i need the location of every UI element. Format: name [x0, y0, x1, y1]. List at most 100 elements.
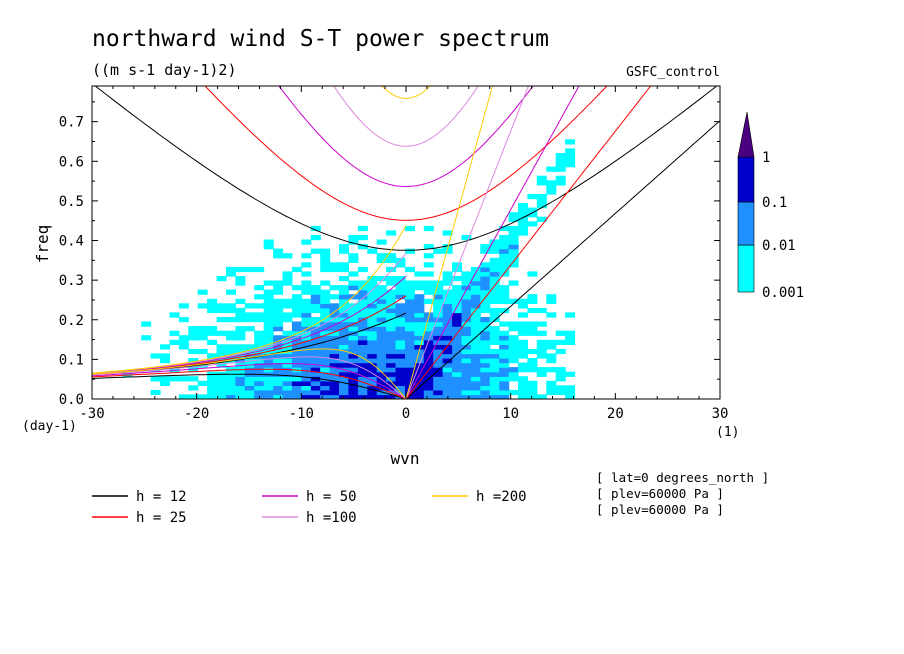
heatmap-cell [452, 298, 463, 304]
heatmap-cell [386, 371, 397, 377]
heatmap-cell [423, 385, 434, 391]
heatmap-cell [160, 344, 170, 350]
heatmap-cell [470, 298, 481, 304]
heatmap-cell [508, 239, 519, 245]
heatmap-cell [339, 371, 349, 377]
heatmap-cell [357, 303, 368, 309]
heatmap-cell [555, 389, 566, 396]
heatmap-cell [499, 298, 510, 304]
heatmap-cell [235, 348, 246, 355]
heatmap-cell [282, 271, 293, 277]
heatmap-cell [329, 389, 340, 396]
heatmap-cell [527, 348, 538, 355]
heatmap-cell [207, 298, 218, 304]
heatmap-cell [405, 394, 415, 399]
heatmap-cell [489, 317, 500, 323]
heatmap-cell [320, 367, 331, 373]
heatmap-cell [291, 344, 302, 350]
heatmap-cell [442, 344, 453, 350]
heatmap-cell [508, 298, 519, 304]
heatmap-cell [414, 285, 425, 291]
heatmap-cell [405, 362, 415, 368]
heatmap-cell [470, 389, 481, 396]
heatmap-cell [235, 330, 246, 336]
heatmap-cell [461, 312, 472, 318]
heatmap-cell [508, 358, 519, 364]
heatmap-cell [480, 385, 491, 391]
heatmap-cell [405, 353, 415, 359]
heatmap-cell [527, 385, 538, 391]
heatmap-cell [489, 339, 500, 345]
heatmap-cell [291, 321, 302, 327]
heatmap-cell [263, 307, 274, 314]
heatmap-cell [433, 380, 444, 386]
heatmap-cell [376, 312, 387, 318]
rossby-wave-h200 [92, 348, 407, 399]
heatmap-cell [433, 326, 444, 332]
heatmap-cell [226, 307, 236, 314]
heatmap-cell [527, 330, 538, 336]
heatmap-cell [226, 330, 236, 336]
heatmap-cell [197, 326, 208, 332]
heatmap-cell [357, 307, 368, 314]
heatmap-cell [508, 257, 519, 263]
heatmap-cell [433, 348, 444, 355]
heatmap-cell [470, 289, 481, 295]
heatmap-cell [367, 344, 378, 350]
heatmap-cell [244, 344, 255, 350]
heatmap-cell [348, 376, 359, 382]
heatmap-cell [367, 348, 378, 355]
heatmap-cell [405, 266, 415, 273]
heatmap-cell [442, 348, 453, 355]
heatmap-cell [282, 380, 293, 386]
heatmap-cell [555, 330, 566, 336]
heatmap-cell [386, 280, 397, 286]
heatmap-cell [197, 394, 208, 399]
heatmap-cell [405, 289, 415, 295]
heatmap-cell [320, 298, 331, 304]
heatmap-cell [461, 289, 472, 295]
heatmap-cell [273, 307, 284, 314]
heatmap-cell [348, 348, 359, 355]
heatmap-cell [518, 212, 528, 218]
heatmap-cell [527, 389, 538, 396]
heatmap-cell [470, 385, 481, 391]
heatmap-cell [273, 280, 284, 286]
heatmap-cell [188, 326, 199, 332]
heatmap-cell [555, 376, 566, 382]
heatmap-cell [339, 285, 349, 291]
heatmap-cell [395, 376, 406, 382]
heatmap-cell [518, 326, 528, 332]
heatmap-cell [216, 389, 227, 396]
heatmap-cell [499, 307, 510, 314]
heatmap-cell [263, 303, 274, 309]
heatmap-cell [414, 380, 425, 386]
heatmap-cell [395, 285, 406, 291]
heatmap-cell [367, 298, 378, 304]
heatmap-cell [489, 362, 500, 368]
heatmap-cell [480, 344, 491, 350]
heatmap-cell [518, 303, 528, 309]
heatmap-cell [470, 344, 481, 350]
heatmap-cell [188, 394, 199, 399]
heatmap-cell [499, 380, 510, 386]
heatmap-cell [536, 353, 547, 359]
heatmap-cell [329, 262, 340, 268]
heatmap-cell [273, 353, 284, 359]
heatmap-cell [197, 335, 208, 341]
heatmap-cell [480, 266, 491, 273]
heatmap-cell [301, 358, 312, 364]
heatmap-cell [357, 376, 368, 382]
heatmap-cell [546, 385, 557, 391]
heatmap-cell [423, 335, 434, 341]
heatmap-cell [301, 262, 312, 268]
heatmap-cell [254, 389, 265, 396]
heatmap-cell [527, 326, 538, 332]
heatmap-cell [357, 280, 368, 286]
heatmap-cell [480, 276, 491, 282]
heatmap-cell [555, 385, 566, 391]
heatmap-cell [414, 389, 425, 396]
heatmap-cell [433, 298, 444, 304]
heatmap-cell [423, 289, 434, 295]
heatmap-cell [499, 253, 510, 259]
